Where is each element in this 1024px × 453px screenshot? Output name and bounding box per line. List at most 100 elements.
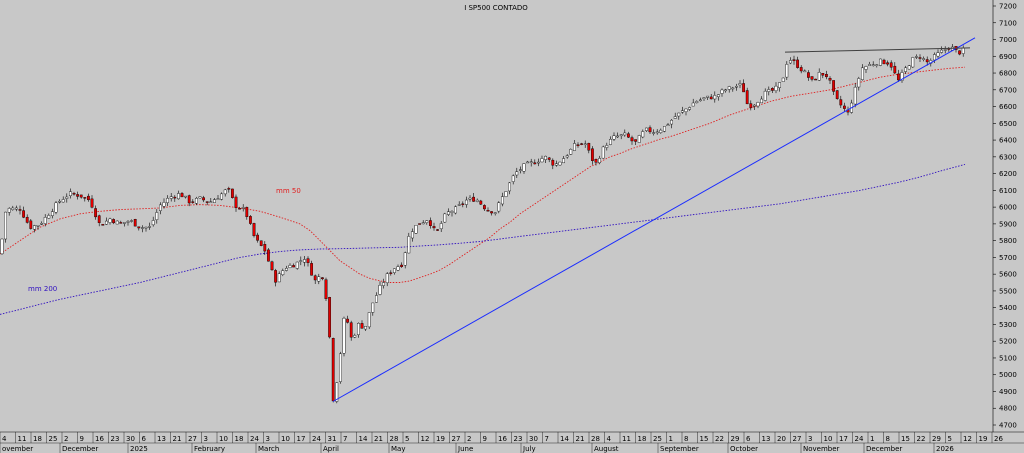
candle	[270, 261, 274, 271]
candle	[375, 295, 378, 303]
candle	[58, 200, 62, 203]
candle	[447, 211, 450, 215]
candle	[807, 72, 810, 78]
candle	[627, 133, 630, 138]
x-tick-label: 23	[514, 435, 523, 443]
candle	[212, 199, 216, 203]
candle	[544, 155, 548, 160]
candle	[533, 162, 537, 165]
candle	[400, 264, 403, 267]
candle	[810, 76, 814, 80]
candle	[432, 226, 436, 229]
candle	[4, 211, 8, 240]
x-tick-label: 12	[963, 435, 972, 443]
candle	[252, 223, 256, 237]
candle	[36, 225, 40, 227]
candle	[655, 131, 659, 134]
x-tick-label: 8	[684, 435, 688, 443]
candle	[205, 201, 209, 203]
candles	[0, 44, 965, 404]
candle	[475, 199, 479, 202]
candle	[781, 77, 785, 82]
candle	[40, 223, 44, 225]
candle	[130, 220, 133, 222]
candle	[522, 163, 526, 172]
x-tick-label: 20	[777, 435, 786, 443]
candle	[421, 222, 425, 225]
series-mm-200	[0, 163, 966, 315]
x-tick-label: 24	[855, 435, 864, 443]
candle	[25, 216, 29, 223]
candle	[202, 197, 205, 201]
candle	[861, 67, 864, 80]
candle	[364, 326, 367, 330]
candle	[324, 279, 328, 299]
candle	[227, 188, 231, 190]
candle	[169, 196, 173, 199]
candle	[875, 64, 879, 66]
candle	[623, 132, 627, 136]
candle	[936, 52, 940, 57]
candle	[702, 97, 706, 99]
candle	[234, 196, 238, 208]
y-tick-label: 6800	[999, 70, 1017, 78]
candle	[393, 268, 396, 273]
candle	[299, 260, 303, 262]
candle	[799, 67, 803, 72]
candle	[450, 211, 454, 213]
x-tick-label: 1	[870, 435, 874, 443]
candle	[472, 196, 475, 202]
x-tick-label: 29	[731, 435, 740, 443]
x-tick-label: 3	[808, 435, 812, 443]
x-tick-label: 27	[452, 435, 461, 443]
candle	[717, 94, 720, 97]
x-tick-label: 10	[219, 435, 228, 443]
candle	[925, 59, 929, 63]
y-tick-label: 6400	[999, 137, 1017, 145]
candle	[436, 229, 439, 231]
candle	[587, 142, 591, 151]
candle	[281, 270, 285, 276]
x-tick-label: 12	[421, 435, 430, 443]
candle	[194, 198, 198, 204]
candle	[483, 205, 486, 210]
y-tick-label: 6200	[999, 170, 1017, 178]
x-tick-label: 28	[390, 435, 399, 443]
candle	[331, 338, 335, 402]
candle	[65, 196, 69, 199]
candle	[943, 49, 947, 51]
candle	[238, 208, 241, 210]
candle	[29, 220, 33, 229]
candle	[889, 62, 893, 68]
candle	[789, 60, 792, 64]
x-tick-label: 15	[901, 435, 910, 443]
x-tick-label: 4	[607, 435, 612, 443]
candle	[756, 102, 760, 107]
candle	[843, 105, 846, 109]
month-label: 2026	[936, 445, 954, 453]
candle	[940, 49, 944, 53]
x-tick-label: 26	[994, 435, 1003, 443]
candle	[292, 265, 295, 268]
candle	[166, 198, 169, 203]
x-tick-label: 25	[49, 435, 58, 443]
candle	[911, 57, 915, 68]
month-label: June	[457, 445, 473, 453]
candle	[303, 259, 306, 263]
month-label: April	[323, 445, 339, 453]
candle	[454, 206, 457, 214]
y-tick-label: 6900	[999, 53, 1017, 61]
candle	[699, 99, 702, 102]
candle	[933, 54, 936, 61]
candle	[774, 85, 778, 91]
y-tick-label: 5000	[999, 371, 1017, 379]
candle	[605, 145, 609, 148]
candle	[267, 249, 270, 262]
candle	[162, 202, 166, 207]
candle	[349, 322, 353, 338]
candle	[198, 196, 202, 199]
x-tick-label: 19	[979, 435, 988, 443]
candle	[382, 282, 385, 286]
y-tick-label: 5700	[999, 254, 1017, 262]
candle	[288, 265, 292, 268]
